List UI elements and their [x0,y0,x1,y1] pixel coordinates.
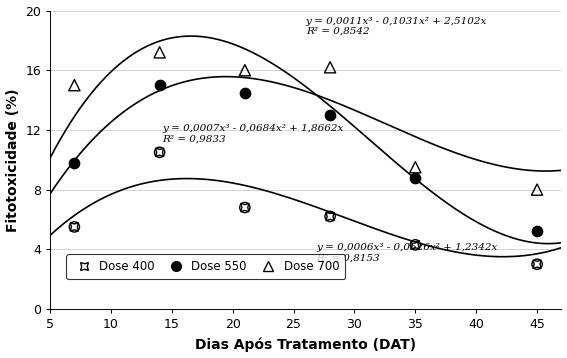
Point [70,82,79,88]
X-axis label: Dias Após Tratamento (DAT): Dias Após Tratamento (DAT) [195,338,416,352]
Point [240,205,249,211]
Point [532,261,541,267]
Point [70,224,79,230]
Point [155,149,164,155]
Point [532,187,541,193]
Point [240,205,249,211]
Text: y = 0,0011x³ - 0,1031x² + 2,5102x
R² = 0,8542: y = 0,0011x³ - 0,1031x² + 2,5102x R² = 0… [306,16,487,36]
Point [411,242,420,248]
Legend: Dose 400, Dose 550, Dose 700: Dose 400, Dose 550, Dose 700 [66,255,345,279]
Point [325,64,335,70]
Point [325,214,335,219]
Point [325,214,335,219]
Point [240,90,249,96]
Point [155,49,164,55]
Point [411,175,420,180]
Point [155,149,164,155]
Point [240,67,249,73]
Point [155,82,164,88]
Point [532,228,541,234]
Point [411,242,420,248]
Y-axis label: Fitotoxicidade (%): Fitotoxicidade (%) [6,88,19,232]
Point [70,160,79,166]
Point [325,112,335,118]
Point [411,164,420,170]
Point [70,224,79,230]
Text: y = 0,0006x³ - 0,0526x² + 1,2342x
R² = 0,8153: y = 0,0006x³ - 0,0526x² + 1,2342x R² = 0… [316,243,497,263]
Text: y = 0,0007x³ - 0,0684x² + 1,8662x
R² = 0,9833: y = 0,0007x³ - 0,0684x² + 1,8662x R² = 0… [163,124,344,143]
Point [532,261,541,267]
